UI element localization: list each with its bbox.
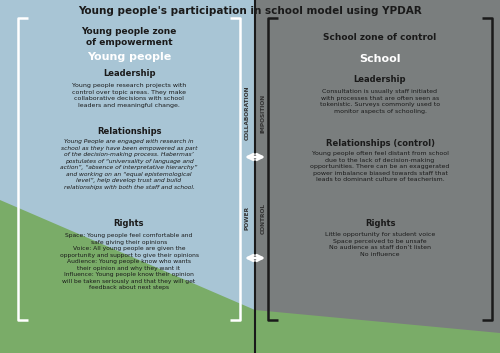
Text: Young people zone
of empowerment: Young people zone of empowerment [82,26,176,47]
Text: Relationships (control): Relationships (control) [326,138,434,148]
Text: COLLABORATION: COLLABORATION [244,86,250,140]
Text: Young people's participation in school model using YPDAR: Young people's participation in school m… [78,6,422,16]
Text: Young people often feel distant from school
due to the lack of decision-making
o: Young people often feel distant from sch… [310,151,450,183]
Text: Consultation is usually staff initiated
with processes that are often seen as
to: Consultation is usually staff initiated … [320,89,440,114]
Text: School: School [359,54,401,64]
Text: Little opportunity for student voice
Space perceived to be unsafe
No audience as: Little opportunity for student voice Spa… [325,232,435,257]
Bar [255,0,500,353]
Text: POWER: POWER [244,206,250,230]
Text: Young people: Young people [87,52,171,62]
Text: Leadership: Leadership [354,76,406,84]
Text: Relationships: Relationships [97,126,161,136]
Polygon shape [0,200,255,353]
Text: Young People are engaged with research in
school as they have been empowered as : Young People are engaged with research i… [60,139,198,190]
Text: IMPOSITION: IMPOSITION [260,94,266,133]
Text: Rights: Rights [114,219,144,227]
Text: Space: Young people feel comfortable and
safe giving their opinions
Voice: All y: Space: Young people feel comfortable and… [60,233,198,290]
Polygon shape [255,310,500,353]
Text: School zone of control: School zone of control [324,32,436,42]
Text: Rights: Rights [365,219,395,227]
Text: Young people research projects with
control over topic areas. They make
collabor: Young people research projects with cont… [72,83,186,108]
Text: Leadership: Leadership [103,70,155,78]
Text: CONTROL: CONTROL [260,203,266,233]
